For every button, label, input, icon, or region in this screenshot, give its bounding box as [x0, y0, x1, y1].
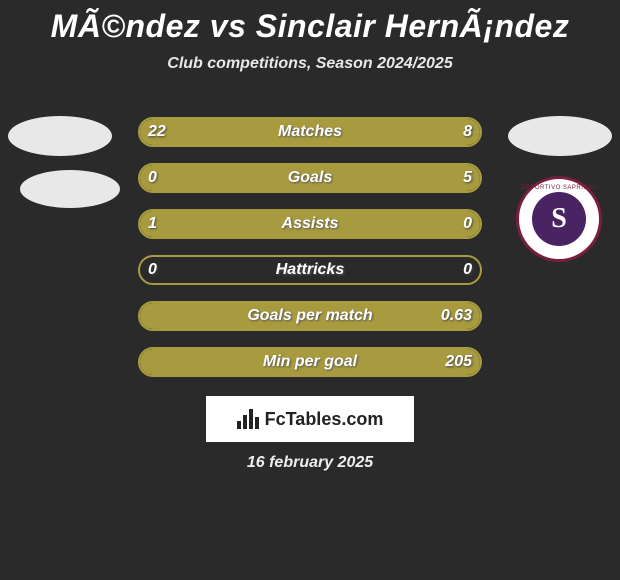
subtitle: Club competitions, Season 2024/2025 [0, 55, 620, 73]
stat-row: Goals0 5 [0, 155, 620, 201]
date-label: 16 february 2025 [0, 454, 620, 472]
stat-bar-fill [140, 165, 480, 191]
fctables-label: FcTables.com [265, 409, 384, 430]
bar-chart-icon [237, 409, 259, 429]
stat-row: Goals per match0.63 [0, 293, 620, 339]
stat-value-left: 0 [148, 255, 157, 285]
stat-value-left: 1 [148, 209, 157, 239]
stat-value-right: 205 [445, 347, 472, 377]
stat-bar-track: Assists [138, 209, 482, 239]
fctables-watermark: FcTables.com [206, 396, 414, 442]
stat-row: Min per goal205 [0, 339, 620, 385]
stat-row: Assists1 0 [0, 201, 620, 247]
stat-bar-track: Goals [138, 163, 482, 193]
comparison-card: MÃ©ndez vs Sinclair HernÃ¡ndez Club comp… [0, 0, 620, 580]
stat-value-right: 0 [463, 255, 472, 285]
stat-label: Hattricks [140, 257, 480, 283]
stat-bar-track: Goals per match [138, 301, 482, 331]
stat-bar-fill [140, 349, 480, 375]
stat-value-left: 22 [148, 117, 166, 147]
stat-value-right: 5 [463, 163, 472, 193]
stat-bar-track: Matches [138, 117, 482, 147]
stat-value-right: 0 [463, 209, 472, 239]
stat-bar-track: Hattricks [138, 255, 482, 285]
stat-row: Matches22 8 [0, 109, 620, 155]
stat-value-right: 8 [463, 117, 472, 147]
stat-row: Hattricks0 0 [0, 247, 620, 293]
stat-bar-track: Min per goal [138, 347, 482, 377]
stat-bar-fill-left [140, 119, 389, 145]
stat-value-right: 0.63 [441, 301, 472, 331]
stat-bar-fill [140, 303, 480, 329]
stats-list: Matches228Goals05Assists10Hattricks00Goa… [0, 109, 620, 385]
stat-bar-fill [140, 211, 480, 237]
stat-value-left: 0 [148, 163, 157, 193]
page-title: MÃ©ndez vs Sinclair HernÃ¡ndez [0, 0, 620, 45]
